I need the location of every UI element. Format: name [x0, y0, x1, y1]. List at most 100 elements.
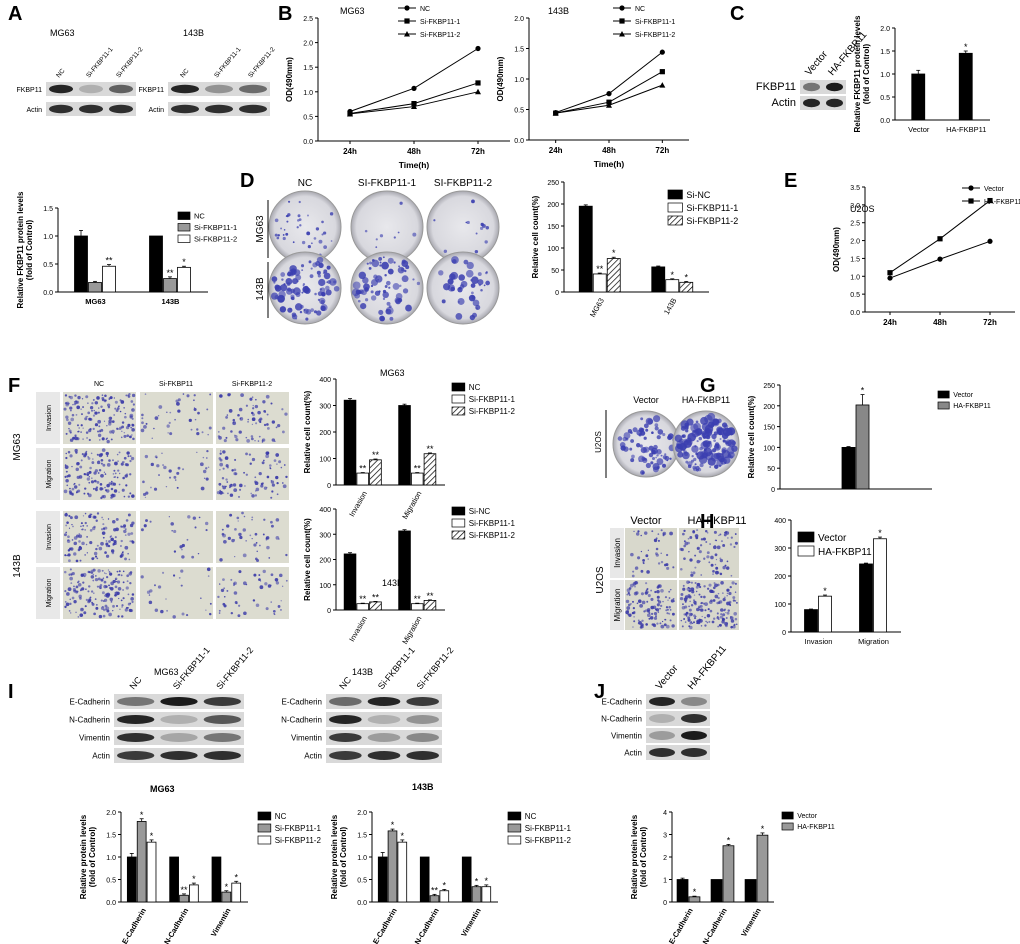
stained-cell: [640, 534, 642, 537]
colony: [320, 305, 326, 311]
stained-cell: [258, 435, 261, 438]
stained-cell: [208, 426, 212, 430]
stained-cell: [660, 552, 662, 554]
stained-cell: [706, 532, 709, 534]
stained-cell: [76, 475, 80, 480]
stained-cell: [166, 411, 168, 413]
blot-band: [329, 733, 362, 742]
colony: [484, 240, 488, 244]
colony: [676, 440, 685, 449]
stained-cell: [90, 409, 94, 412]
stained-cell: [225, 436, 228, 439]
panel-letter-i: I: [8, 681, 14, 703]
colony: [655, 456, 657, 459]
stained-cell: [122, 581, 125, 584]
colony: [656, 458, 664, 466]
stained-cell: [194, 418, 197, 421]
colony: [477, 279, 484, 286]
stained-cell: [257, 410, 261, 415]
stained-cell: [89, 428, 92, 431]
colony: [711, 448, 717, 453]
stained-cell: [266, 413, 269, 416]
stained-cell: [664, 618, 666, 621]
colony: [378, 290, 381, 293]
bar: [676, 879, 689, 903]
significance-mark: **: [414, 594, 422, 604]
stained-cell: [683, 557, 686, 560]
blot-lane-label: Si-FKBP11-2: [115, 46, 145, 79]
colony: [370, 284, 374, 288]
stained-cell: [81, 587, 85, 591]
colony: [697, 468, 702, 472]
stained-cell: [131, 494, 135, 498]
stained-cell: [69, 438, 74, 442]
stained-cell: [101, 448, 106, 452]
transwell-image: [216, 567, 289, 619]
y-tick-label: 0.5: [357, 878, 367, 885]
blot-band: [203, 751, 241, 760]
stained-cell: [266, 451, 270, 455]
legend-swatch: [177, 223, 191, 232]
stained-cell: [694, 534, 699, 538]
stained-cell: [73, 585, 75, 588]
stained-cell: [656, 595, 660, 599]
stained-cell: [688, 581, 691, 584]
stained-cell: [73, 541, 78, 546]
stained-cell: [81, 453, 84, 456]
stained-cell: [234, 528, 237, 531]
stained-cell: [232, 483, 237, 487]
stained-cell: [205, 467, 208, 470]
stained-cell: [73, 589, 77, 593]
colony: [451, 259, 457, 264]
stained-cell: [100, 405, 103, 409]
stained-cell: [698, 593, 701, 596]
colony: [333, 285, 340, 292]
stained-cell: [653, 538, 658, 543]
x-tick-label: 143B: [662, 297, 679, 317]
stained-cell: [634, 585, 636, 588]
colony: [280, 227, 283, 230]
legend-swatch: [451, 506, 466, 516]
stained-cell: [719, 557, 722, 560]
stained-cell: [100, 428, 104, 432]
stained-cell: [190, 428, 193, 431]
stained-cell: [645, 589, 648, 592]
stained-cell: [87, 493, 92, 498]
stained-cell: [90, 480, 95, 484]
colony: [285, 278, 293, 285]
chart-title: U2OS: [850, 204, 875, 214]
stained-cell: [100, 599, 103, 602]
stained-cell: [271, 420, 276, 424]
stained-cell: [69, 576, 73, 581]
colony: [393, 261, 396, 264]
bar: [688, 896, 701, 903]
stained-cell: [105, 540, 108, 542]
colony: [450, 271, 459, 280]
stained-cell: [88, 476, 91, 478]
colony: [318, 297, 326, 305]
stained-cell: [90, 590, 94, 593]
transwell-row-label: Invasion: [613, 538, 622, 568]
x-tick-label: E-Cadherin: [667, 906, 695, 944]
stained-cell: [254, 494, 258, 497]
stained-cell: [251, 423, 254, 426]
stained-cell: [716, 545, 721, 550]
colony: [274, 218, 279, 223]
y-tick-label: 1.5: [514, 47, 524, 54]
stained-cell: [65, 602, 70, 607]
stained-cell: [129, 435, 132, 439]
stained-cell: [232, 421, 237, 426]
stained-cell: [705, 620, 707, 622]
stained-cell: [628, 587, 632, 590]
x-tick-label: 72h: [983, 318, 997, 327]
stained-cell: [114, 407, 117, 410]
stained-cell: [111, 482, 113, 485]
y-tick-label: 0.0: [106, 900, 116, 907]
colony: [656, 435, 661, 440]
stained-cell: [207, 575, 210, 577]
stained-cell: [256, 558, 260, 562]
panel-letter-f: F: [8, 375, 20, 397]
bar: [818, 595, 832, 633]
